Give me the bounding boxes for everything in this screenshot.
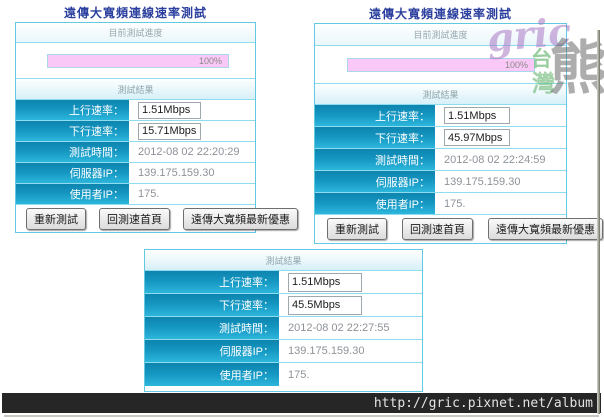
progress-section: 100% — [315, 46, 566, 84]
server-ip-label: 伺服器IP： — [315, 171, 435, 192]
upload-value-cell — [279, 271, 422, 293]
progress-header: 目前測試進度 — [315, 24, 566, 46]
server-ip-value: 139.175.159.30 — [129, 163, 255, 183]
row-download: 下行速率： — [315, 127, 566, 149]
upload-label: 上行速率： — [145, 271, 279, 293]
server-ip-label: 伺服器IP： — [145, 340, 279, 362]
row-download: 下行速率： — [16, 121, 255, 142]
test-time-label: 測試時間： — [16, 142, 129, 162]
row-test-time: 測試時間： 2012-08 02 22:20:29 — [16, 142, 255, 163]
server-ip-value: 139.175.159.30 — [435, 171, 566, 192]
test-time-value: 2012-08 02 22:24:59 — [435, 149, 566, 170]
row-upload: 上行速率： — [315, 105, 566, 127]
upload-value-cell — [129, 100, 255, 120]
user-ip-value: 175. — [279, 363, 422, 386]
progress-header: 目前測試進度 — [16, 23, 255, 43]
results-header: 測試結果 — [315, 84, 566, 105]
row-download: 下行速率： — [145, 294, 422, 317]
user-ip-label: 使用者IP： — [315, 193, 435, 214]
progress-section: 100% — [16, 43, 255, 79]
speedtest-panel-right: 目前測試進度 100% 測試結果 上行速率： 下行速率： 測試時間： 2012-… — [314, 23, 603, 244]
test-time-label: 測試時間： — [145, 317, 279, 339]
row-test-time: 測試時間： 2012-08 02 22:27:55 — [145, 317, 422, 340]
upload-input[interactable] — [288, 272, 362, 292]
button-row: 重新測試 回測速首頁 遠傳大寬頻最新優惠 — [315, 215, 603, 243]
upload-label: 上行速率： — [315, 105, 435, 126]
progress-bar: 100% — [347, 58, 535, 72]
promo-button[interactable]: 遠傳大寬頻最新優惠 — [488, 218, 603, 240]
page-title: 遠傳大寬頻連線速率測試 — [63, 6, 207, 20]
download-input[interactable] — [138, 122, 201, 140]
page-title: 遠傳大寬頻連線速率測試 — [368, 7, 512, 21]
home-button[interactable]: 回測速首頁 — [402, 218, 473, 240]
row-upload: 上行速率： — [145, 271, 422, 294]
user-ip-value: 175. — [435, 193, 566, 214]
server-ip-value: 139.175.159.30 — [279, 340, 422, 362]
test-time-value: 2012-08 02 22:27:55 — [279, 317, 422, 339]
upload-input[interactable] — [138, 101, 201, 119]
speedtest-panel-bottom: 測試結果 上行速率： 下行速率： 測試時間： 2012-08 02 22:27:… — [144, 249, 423, 392]
upload-input[interactable] — [444, 107, 510, 124]
download-label: 下行速率： — [315, 127, 435, 148]
home-button[interactable]: 回測速首頁 — [99, 207, 170, 230]
promo-button[interactable]: 遠傳大寬頻最新優惠 — [183, 207, 298, 230]
results-header: 測試結果 — [16, 79, 255, 100]
row-user-ip: 使用者IP： 175. — [16, 184, 255, 205]
results-header: 測試結果 — [145, 250, 422, 271]
row-user-ip: 使用者IP： 175. — [145, 363, 422, 386]
user-ip-label: 使用者IP： — [145, 363, 279, 386]
download-label: 下行速率： — [16, 121, 129, 141]
user-ip-label: 使用者IP： — [16, 184, 129, 204]
photo-edge-bottom — [4, 415, 599, 417]
download-input[interactable] — [288, 295, 362, 315]
test-time-label: 測試時間： — [315, 149, 435, 170]
download-label: 下行速率： — [145, 294, 279, 316]
row-server-ip: 伺服器IP： 139.175.159.30 — [16, 163, 255, 184]
progress-bar: 100% — [47, 54, 229, 68]
download-value-cell — [279, 294, 422, 316]
row-test-time: 測試時間： 2012-08 02 22:24:59 — [315, 149, 566, 171]
photo-edge-right — [597, 30, 600, 414]
retest-button[interactable]: 重新測試 — [26, 207, 86, 230]
row-user-ip: 使用者IP： 175. — [315, 193, 566, 215]
footer-url-text: http://gric.pixnet.net/album — [373, 395, 593, 411]
user-ip-value: 175. — [129, 184, 255, 204]
retest-button[interactable]: 重新測試 — [327, 218, 387, 240]
row-server-ip: 伺服器IP： 139.175.159.30 — [315, 171, 566, 193]
upload-label: 上行速率： — [16, 100, 129, 120]
button-row: 重新測試 回測速首頁 遠傳大寬頻最新優惠 — [16, 205, 298, 232]
download-input[interactable] — [444, 129, 510, 146]
download-value-cell — [129, 121, 255, 141]
row-server-ip: 伺服器IP： 139.175.159.30 — [145, 340, 422, 363]
server-ip-label: 伺服器IP： — [16, 163, 129, 183]
upload-value-cell — [435, 105, 566, 126]
speedtest-panel-left: 目前測試進度 100% 測試結果 上行速率： 下行速率： 測試時間： 2012-… — [15, 22, 298, 233]
test-time-value: 2012-08 02 22:20:29 — [129, 142, 255, 162]
download-value-cell — [435, 127, 566, 148]
footer-url-bar: http://gric.pixnet.net/album — [2, 393, 601, 413]
row-upload: 上行速率： — [16, 100, 255, 121]
